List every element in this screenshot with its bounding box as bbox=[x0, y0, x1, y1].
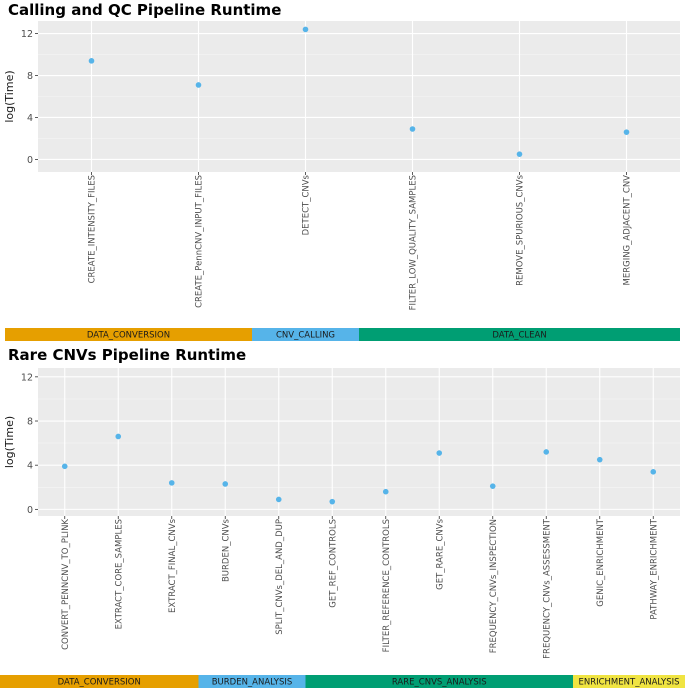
y-tick-label: 8 bbox=[27, 71, 33, 82]
x-tick-label: FREQUENCY_CNVs_INSPECTION bbox=[489, 519, 499, 653]
chart-panel-2: Rare CNVs Pipeline Runtime 0 4 8 12 log(Time)… bbox=[0, 346, 685, 688]
y-tick-label: 0 bbox=[27, 155, 33, 166]
data-point bbox=[61, 463, 68, 470]
stage-label: DATA_CLEAN bbox=[492, 331, 546, 341]
data-point bbox=[222, 481, 229, 487]
data-point bbox=[168, 480, 175, 486]
stage-band bbox=[252, 328, 359, 341]
y-tick-label: 0 bbox=[27, 505, 33, 516]
y-tick-label: 4 bbox=[27, 113, 33, 124]
x-tick-label: FILTER_REFERENCE_CONTROLS bbox=[382, 519, 392, 652]
y-tick-label: 8 bbox=[27, 417, 33, 428]
stage-label: RARE_CNVS_ANALYSIS bbox=[392, 678, 487, 688]
x-tick-label: CREATE_PennCNV_INPUT_FILES bbox=[195, 175, 205, 308]
stage-label: ENRICHMENT_ANALYSIS bbox=[578, 678, 679, 688]
y-tick-label: 4 bbox=[27, 461, 33, 472]
stage-band bbox=[5, 328, 252, 341]
data-point bbox=[436, 450, 443, 456]
y-axis-label: log(Time) bbox=[3, 70, 16, 122]
x-tick-label: MERGING_ADJACENT_CNV bbox=[623, 175, 633, 286]
data-point bbox=[195, 82, 202, 88]
x-tick-label: GET_REF_CONTROLS bbox=[328, 519, 338, 608]
x-tick-label: DETECT_CNVs bbox=[302, 174, 312, 235]
stage-band bbox=[305, 675, 573, 688]
stage-band bbox=[0, 675, 199, 688]
y-tick-label: 12 bbox=[21, 372, 33, 383]
data-point bbox=[623, 129, 630, 135]
plot-panel bbox=[38, 368, 680, 516]
data-point bbox=[596, 456, 603, 463]
data-point bbox=[88, 58, 95, 64]
x-tick-label: EXTRACT_FINAL_CNVs bbox=[168, 518, 178, 613]
data-point bbox=[543, 449, 550, 455]
x-tick-label: REMOVE_SPURIOUS_CNVs bbox=[516, 174, 526, 285]
x-tick-label: CREATE_INTENSITY_FILES bbox=[88, 175, 98, 283]
data-point bbox=[409, 126, 416, 132]
stage-band bbox=[359, 328, 680, 341]
x-tick-label: FILTER_LOW_QUALITY_SAMPLES bbox=[409, 175, 419, 310]
x-tick-label: FREQUENCY_CNVs_ASSESSMENT bbox=[542, 518, 552, 659]
data-point bbox=[516, 151, 523, 157]
data-point bbox=[650, 469, 657, 475]
chart-title: Rare CNVs Pipeline Runtime bbox=[8, 346, 246, 364]
x-tick-label: SPLIT_CNVs_DEL_AND_DUP bbox=[275, 519, 285, 635]
x-tick-label: CONVERT_PENNCNV_TO_PLINK bbox=[61, 519, 71, 650]
data-point bbox=[382, 488, 389, 495]
chart-title: Calling and QC Pipeline Runtime bbox=[8, 1, 281, 19]
x-tick-label: PATHWAY_ENRICHMENT bbox=[649, 518, 659, 619]
data-point bbox=[329, 498, 336, 505]
data-point bbox=[115, 433, 122, 440]
y-axis-label: log(Time) bbox=[3, 416, 16, 468]
stage-label: DATA_CONVERSION bbox=[87, 331, 170, 341]
x-tick-label: BURDEN_CNVs bbox=[221, 518, 231, 582]
stage-band bbox=[573, 675, 685, 688]
stage-label: BURDEN_ANALYSIS bbox=[212, 678, 293, 688]
x-tick-label: EXTRACT_CORE_SAMPLES bbox=[114, 519, 124, 629]
x-tick-label: GET_RARE_CNVs bbox=[435, 518, 445, 589]
x-tick-label: GENIC_ENRICHMENT bbox=[596, 518, 606, 607]
y-tick-label: 12 bbox=[21, 29, 33, 40]
chart-panel-1: Calling and QC Pipeline Runtime 0 4 8 12 log(… bbox=[3, 1, 680, 341]
stage-label: DATA_CONVERSION bbox=[58, 678, 141, 688]
data-point bbox=[302, 26, 309, 33]
data-point bbox=[275, 496, 282, 503]
data-point bbox=[489, 483, 496, 489]
stage-label: CNV_CALLING bbox=[276, 331, 335, 341]
stage-band bbox=[198, 675, 306, 688]
